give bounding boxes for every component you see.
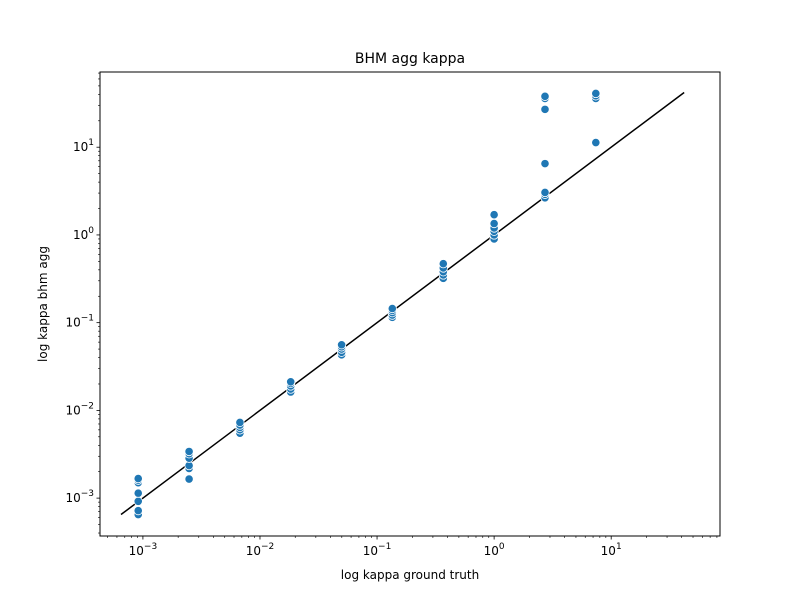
x-axis-label: log kappa ground truth xyxy=(341,568,479,582)
scatter-point xyxy=(235,417,245,427)
y-axis-label: log kappa bhm agg xyxy=(36,246,50,362)
scatter-point xyxy=(540,159,550,169)
scatter-point xyxy=(591,88,601,99)
chart-title: BHM agg kappa xyxy=(355,51,465,67)
scatter-point xyxy=(438,259,448,269)
plot-frame xyxy=(99,71,721,537)
scatter-point xyxy=(489,218,499,229)
scatter-point xyxy=(591,137,601,148)
scatter-point xyxy=(133,473,143,484)
scatter-point xyxy=(387,303,397,314)
scatter-point xyxy=(133,488,143,498)
scatter-point xyxy=(489,210,499,220)
scatter-point xyxy=(133,496,143,506)
scatter-point xyxy=(184,446,194,457)
scatter-point xyxy=(184,474,194,484)
scatter-point xyxy=(540,91,550,101)
scatter-point xyxy=(540,104,550,114)
scatter-point xyxy=(540,187,550,198)
plot-area xyxy=(120,88,685,520)
scatter-point xyxy=(337,340,347,350)
identity-line xyxy=(120,91,685,516)
scatter-point xyxy=(286,377,296,387)
scatter-point xyxy=(133,506,143,516)
